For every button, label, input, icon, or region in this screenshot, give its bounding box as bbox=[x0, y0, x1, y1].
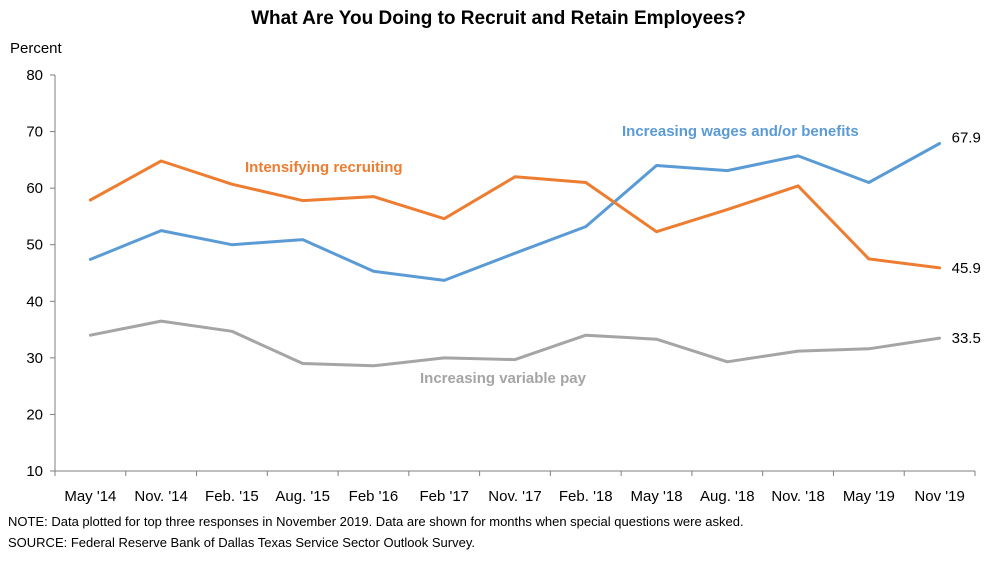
chart-source: SOURCE: Federal Reserve Bank of Dallas T… bbox=[8, 535, 475, 550]
series-line-1 bbox=[88, 159, 942, 270]
x-tick-label-12: Nov '19 bbox=[914, 488, 964, 505]
x-tick-label-11: May '19 bbox=[843, 488, 895, 505]
y-tick-label-20: 20 bbox=[26, 406, 43, 423]
series-line-2 bbox=[88, 319, 942, 368]
y-tick-label-10: 10 bbox=[26, 463, 43, 480]
x-tick-label-7: Feb. '18 bbox=[559, 488, 613, 505]
x-tick-label-4: Feb '16 bbox=[349, 488, 399, 505]
y-tick-label-40: 40 bbox=[26, 293, 43, 310]
x-tick-label-5: Feb '17 bbox=[419, 488, 469, 505]
series-line-0 bbox=[88, 142, 942, 282]
y-tick-label-70: 70 bbox=[26, 124, 43, 141]
y-tick-label-30: 30 bbox=[26, 350, 43, 367]
series-end-value-1: 45.9 bbox=[952, 260, 981, 277]
x-tick-label-8: May '18 bbox=[631, 488, 683, 505]
x-tick-label-3: Aug. '15 bbox=[275, 488, 330, 505]
x-tick-label-2: Feb. '15 bbox=[205, 488, 259, 505]
series-name-label-2: Increasing variable pay bbox=[420, 370, 587, 387]
y-tick-label-60: 60 bbox=[26, 180, 43, 197]
chart-axes: 10 20 30 40 50 60 70 80 May '14 Nov. '14 Feb. '15 A… bbox=[26, 67, 976, 505]
series-end-value-0: 67.9 bbox=[952, 129, 981, 146]
x-tick-label-6: Nov. '17 bbox=[488, 488, 541, 505]
series-name-label-0: Increasing wages and/or benefits bbox=[622, 123, 859, 140]
y-axis-label: Percent bbox=[10, 40, 62, 57]
x-tick-label-9: Aug. '18 bbox=[700, 488, 755, 505]
x-tick-label-1: Nov. '14 bbox=[134, 488, 187, 505]
series-end-value-2: 33.5 bbox=[952, 330, 981, 347]
y-tick-label-50: 50 bbox=[26, 237, 43, 254]
chart-note: NOTE: Data plotted for top three respons… bbox=[8, 514, 744, 529]
series-name-label-1: Intensifying recruiting bbox=[245, 159, 403, 176]
chart-series bbox=[88, 142, 942, 368]
chart-series-labels: Increasing wages and/or benefits Intensif… bbox=[245, 123, 981, 387]
y-tick-label-80: 80 bbox=[26, 67, 43, 84]
x-tick-label-0: May '14 bbox=[64, 488, 116, 505]
x-tick-label-10: Nov. '18 bbox=[771, 488, 824, 505]
chart-title: What Are You Doing to Recruit and Retain… bbox=[251, 8, 746, 29]
